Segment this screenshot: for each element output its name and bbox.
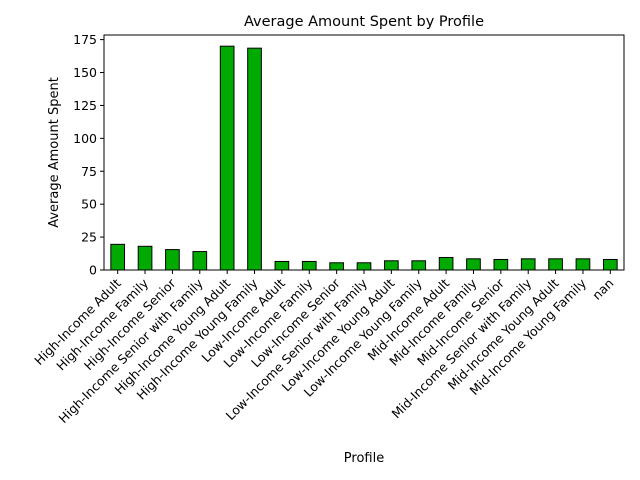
y-tick-label: 100 xyxy=(73,131,97,146)
chart-title: Average Amount Spent by Profile xyxy=(244,14,484,30)
bar xyxy=(110,243,126,271)
bar xyxy=(384,260,399,271)
x-axis-label: Profile xyxy=(344,451,384,466)
bar xyxy=(520,258,536,271)
y-tick-label: 50 xyxy=(81,197,97,212)
bar xyxy=(575,258,591,271)
bar xyxy=(466,258,481,271)
bar xyxy=(329,262,344,271)
bar xyxy=(356,262,372,271)
bar xyxy=(602,258,618,271)
y-axis: 0 25 50 75 100 125 150 175 xyxy=(73,32,104,278)
y-axis-label: Average Amount Spent xyxy=(47,77,62,228)
bar xyxy=(548,258,563,271)
bar xyxy=(219,45,235,271)
bar xyxy=(165,249,180,271)
bar xyxy=(192,251,208,271)
y-tick-label: 175 xyxy=(73,32,97,47)
bar xyxy=(137,245,153,271)
y-tick-label: 75 xyxy=(81,164,97,179)
bar xyxy=(438,256,454,271)
y-tick-label: 0 xyxy=(89,263,97,278)
bar xyxy=(274,260,290,271)
bar xyxy=(493,258,509,271)
bar xyxy=(301,260,317,271)
y-tick-label: 125 xyxy=(73,98,97,113)
bar xyxy=(247,47,262,271)
y-tick-label: 150 xyxy=(73,65,97,80)
bars-group xyxy=(110,45,618,271)
y-tick-label: 25 xyxy=(81,230,97,245)
plot-frame xyxy=(103,34,625,271)
x-tick-label: nan xyxy=(589,276,616,303)
bar xyxy=(411,260,427,271)
